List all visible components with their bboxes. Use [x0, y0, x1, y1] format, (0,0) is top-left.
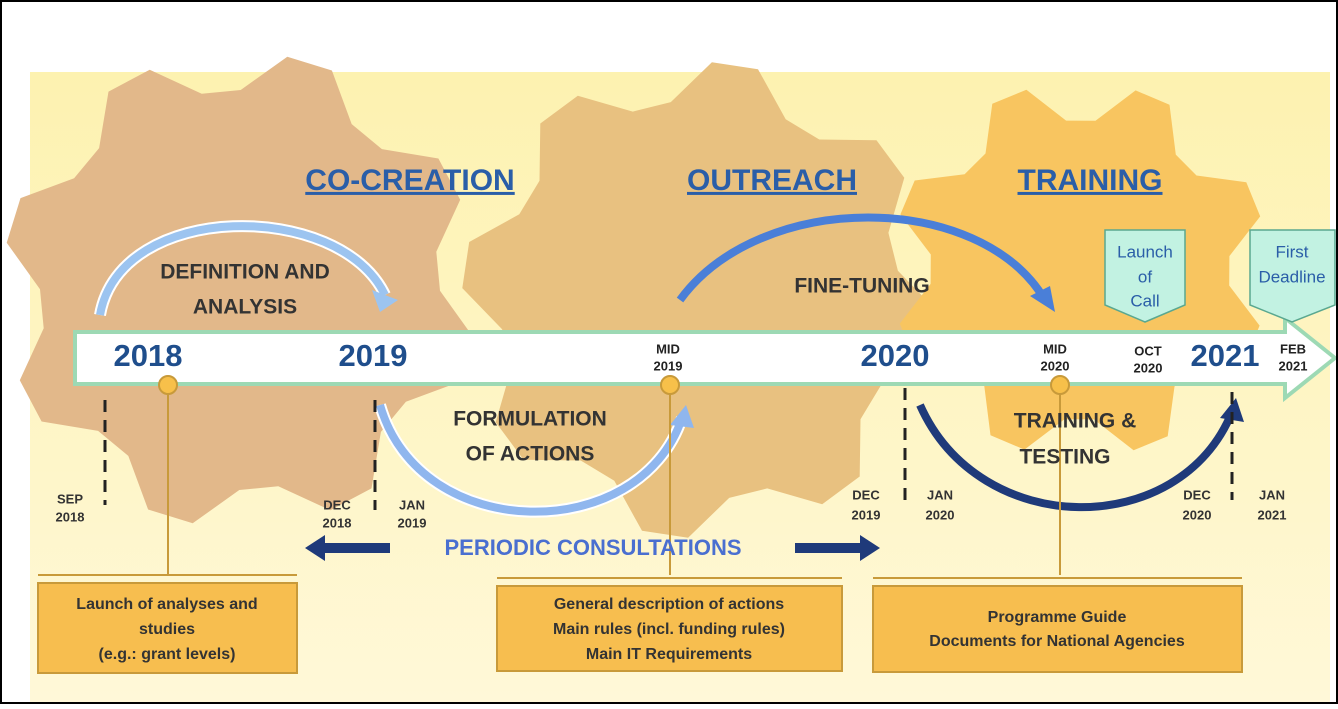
milestone: of — [1138, 267, 1152, 286]
activity-label: TRAINING & — [1014, 410, 1137, 433]
date: 2018 — [323, 515, 352, 530]
milestone: Launch — [1117, 242, 1173, 261]
phase-title: OUTREACH — [687, 164, 857, 197]
timeline-mark: 2021 — [1279, 358, 1308, 373]
date: 2019 — [852, 507, 881, 522]
phase-title: CO-CREATION — [305, 164, 514, 197]
date: 2020 — [1183, 507, 1212, 522]
timeline-mark: MID — [1043, 341, 1067, 356]
box-text: Main rules (incl. funding rules) — [553, 621, 785, 638]
year: 2021 — [1191, 338, 1260, 373]
year: 2020 — [861, 338, 930, 373]
date: DEC — [323, 497, 351, 512]
box-text: Main IT Requirements — [586, 646, 752, 663]
year: 2018 — [114, 338, 183, 373]
activity-label: FINE-TUNING — [794, 275, 929, 298]
timeline-mark: 2019 — [654, 358, 683, 373]
date: 2018 — [56, 509, 85, 524]
date: 2020 — [926, 507, 955, 522]
activity-label: OF ACTIONS — [466, 443, 595, 466]
diagram: CO-CREATION OUTREACH TRAINING 2018 2019 … — [0, 0, 1338, 704]
box-text: (e.g.: grant levels) — [99, 646, 236, 663]
milestone: Call — [1130, 291, 1159, 310]
date: JAN — [1259, 487, 1285, 502]
activity-label: FORMULATION — [453, 408, 607, 431]
date: 2021 — [1258, 507, 1287, 522]
timeline-mark: 2020 — [1134, 360, 1163, 375]
activity-label: ANALYSIS — [193, 296, 297, 319]
box-text: General description of actions — [554, 596, 784, 613]
date: JAN — [399, 497, 425, 512]
phase-title: TRAINING — [1018, 164, 1163, 197]
activity-label: TESTING — [1019, 446, 1110, 469]
box-text: Documents for National Agencies — [929, 633, 1185, 650]
milestone: Deadline — [1258, 267, 1325, 286]
activity-label: DEFINITION AND — [160, 261, 330, 284]
date: JAN — [927, 487, 953, 502]
timeline-mark: 2020 — [1041, 358, 1070, 373]
consultations: PERIODIC CONSULTATIONS — [445, 535, 742, 560]
date: DEC — [1183, 487, 1211, 502]
date: DEC — [852, 487, 880, 502]
timeline-mark: OCT — [1134, 343, 1162, 358]
milestone: First — [1275, 242, 1308, 261]
date: SEP — [57, 491, 83, 506]
year: 2019 — [339, 338, 408, 373]
date: 2019 — [398, 515, 427, 530]
box-text: studies — [139, 621, 195, 638]
timeline-mark: FEB — [1280, 341, 1306, 356]
box-text: Launch of analyses and — [76, 596, 257, 613]
timeline-mark: MID — [656, 341, 680, 356]
box-text: Programme Guide — [988, 609, 1127, 626]
